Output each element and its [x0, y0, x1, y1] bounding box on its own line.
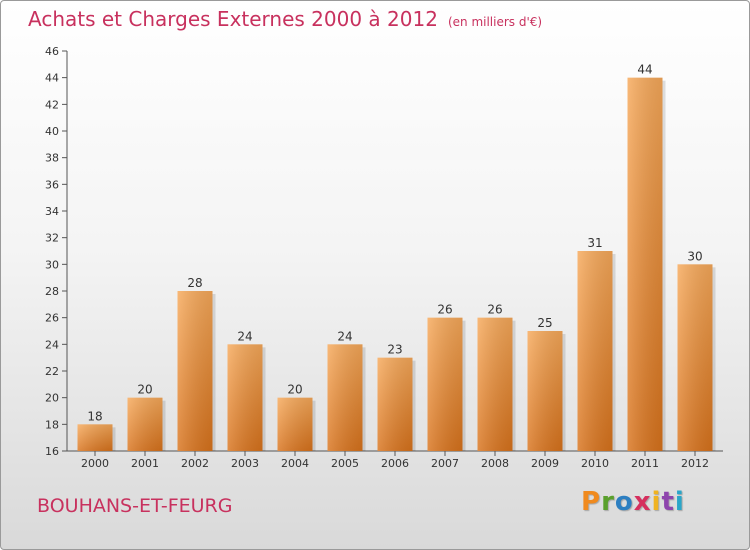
bar-value-label: 28	[187, 276, 202, 290]
bar-value-label: 23	[387, 343, 402, 357]
bar-highlight	[177, 291, 213, 451]
y-tick-label: 28	[45, 285, 59, 298]
y-tick-label: 16	[45, 445, 59, 458]
y-tick-label: 22	[45, 365, 59, 378]
bar-value-label: 44	[637, 63, 652, 77]
bar-highlight	[427, 317, 463, 451]
logo-letter: i	[674, 487, 685, 517]
logo-letter: P	[581, 487, 602, 517]
x-tick-label: 2000	[81, 457, 109, 470]
y-tick-label: 30	[45, 258, 59, 271]
x-tick-label: 2002	[181, 457, 209, 470]
bar-highlight	[527, 331, 563, 451]
y-tick-label: 34	[45, 205, 59, 218]
y-tick-label: 20	[45, 392, 59, 405]
y-tick-label: 40	[45, 125, 59, 138]
x-tick-label: 2005	[331, 457, 359, 470]
bar-highlight	[627, 77, 663, 452]
bar-highlight	[327, 344, 363, 451]
y-tick-label: 18	[45, 418, 59, 431]
bar-value-label: 26	[437, 303, 452, 317]
y-tick-label: 46	[45, 45, 59, 58]
bar-highlight	[377, 357, 413, 451]
x-tick-label: 2006	[381, 457, 409, 470]
bar-value-label: 18	[87, 409, 102, 423]
bar-highlight	[477, 317, 513, 451]
bar-value-label: 24	[237, 329, 252, 343]
bar-value-label: 31	[587, 236, 602, 250]
bar-value-label: 25	[537, 316, 552, 330]
proxiti-logo[interactable]: Proxiti	[581, 487, 685, 517]
y-tick-label: 24	[45, 338, 59, 351]
bar-highlight	[677, 264, 713, 451]
bar-value-label: 24	[337, 329, 352, 343]
y-tick-label: 26	[45, 312, 59, 325]
y-tick-label: 32	[45, 232, 59, 245]
logo-letter: o	[614, 487, 634, 517]
y-tick-label: 42	[45, 98, 59, 111]
bar-value-label: 20	[287, 383, 302, 397]
bar-highlight	[227, 344, 263, 451]
bar-value-label: 30	[687, 249, 702, 263]
bar-highlight	[127, 397, 163, 451]
y-tick-label: 36	[45, 178, 59, 191]
y-tick-label: 44	[45, 72, 59, 85]
x-tick-label: 2011	[631, 457, 659, 470]
chart-title-block: Achats et Charges Externes 2000 à 2012 (e…	[28, 7, 542, 31]
x-tick-label: 2012	[681, 457, 709, 470]
bar-value-label: 26	[487, 303, 502, 317]
bar-highlight	[577, 251, 613, 451]
logo-letter: t	[661, 487, 675, 517]
x-tick-label: 2001	[131, 457, 159, 470]
chart-unit: (en milliers d'€)	[447, 15, 543, 29]
x-tick-label: 2007	[431, 457, 459, 470]
x-tick-label: 2008	[481, 457, 509, 470]
x-tick-label: 2003	[231, 457, 259, 470]
commune-name: BOUHANS-ET-FEURG	[37, 495, 233, 517]
x-tick-label: 2004	[281, 457, 309, 470]
y-tick-label: 38	[45, 152, 59, 165]
logo-letter: x	[633, 487, 652, 517]
logo-letter: i	[651, 487, 662, 517]
x-tick-label: 2010	[581, 457, 609, 470]
chart-title: Achats et Charges Externes 2000 à 2012	[28, 7, 438, 31]
bar-highlight	[77, 424, 113, 451]
logo-letter: r	[601, 487, 615, 517]
bar-value-label: 20	[137, 383, 152, 397]
bar-highlight	[277, 397, 313, 451]
x-tick-label: 2009	[531, 457, 559, 470]
